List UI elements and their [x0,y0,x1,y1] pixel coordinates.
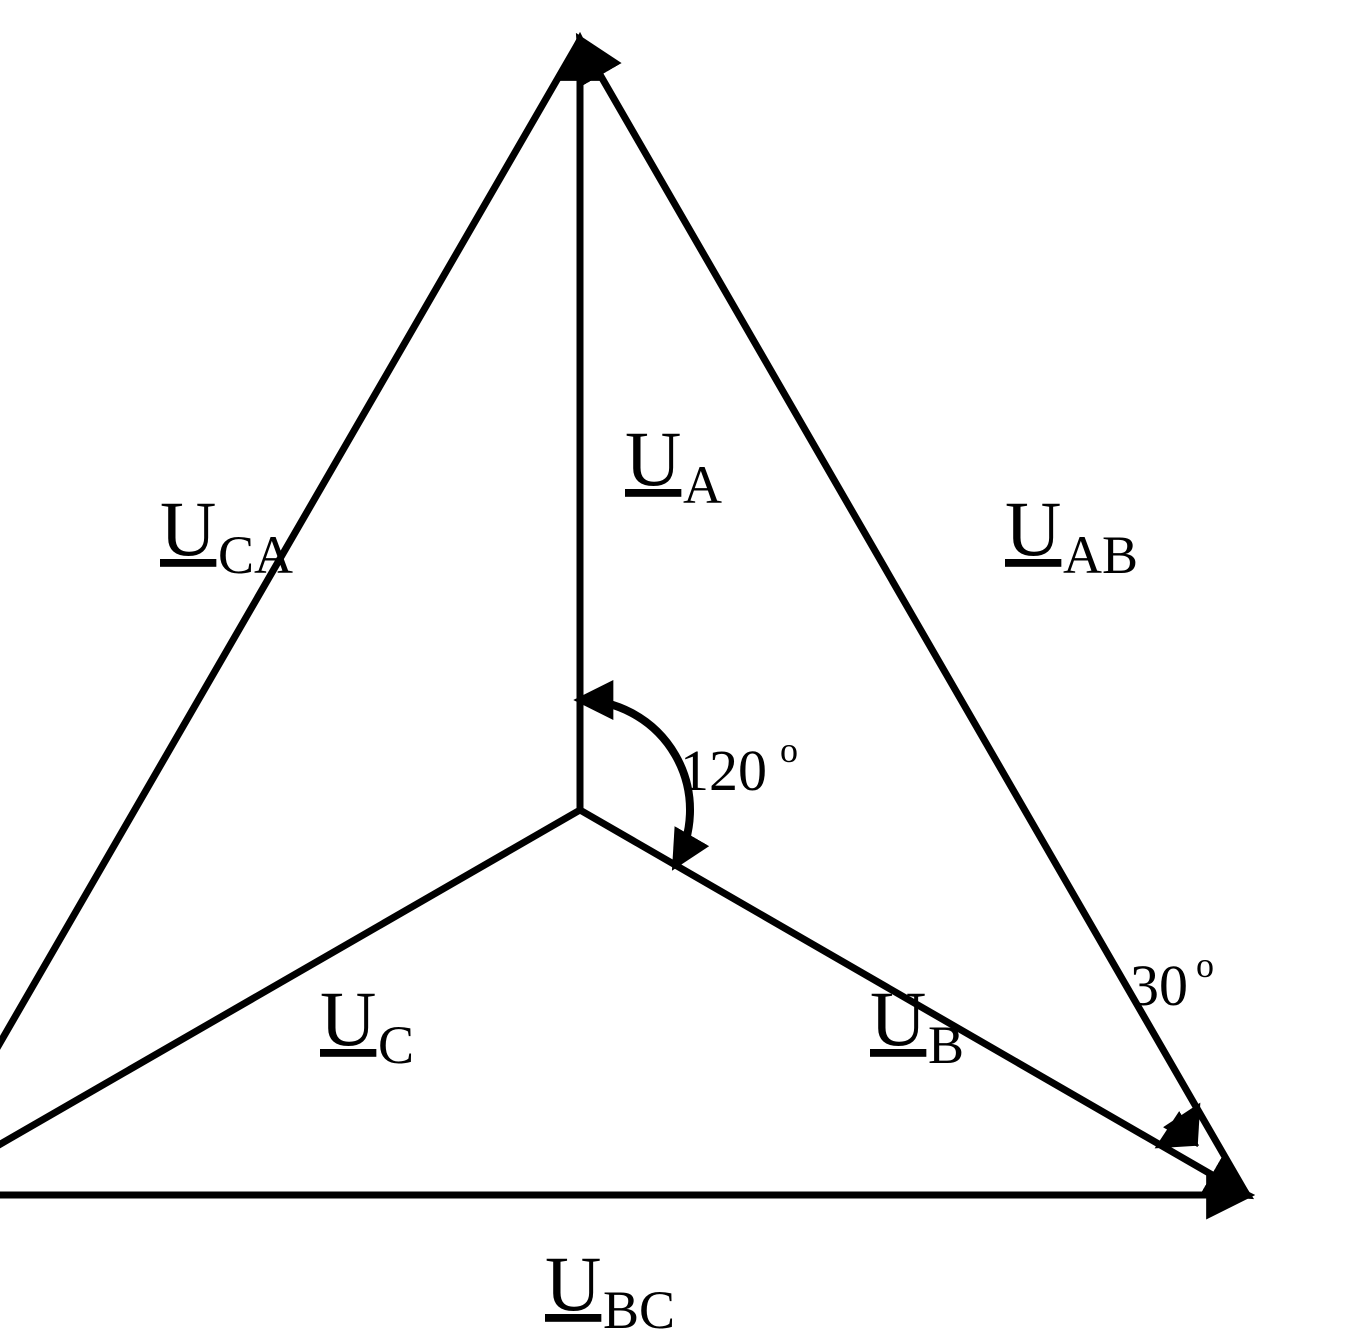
label-angle-30: 30 o [1130,945,1214,1018]
svg-text:BC: BC [603,1280,675,1336]
angle-arc-30 [1160,1108,1197,1145]
svg-text:U: U [1005,485,1061,572]
svg-text:AB: AB [1063,525,1138,585]
svg-text:o: o [780,730,798,770]
label-uca: U CA [160,485,293,585]
svg-text:U: U [160,485,216,572]
svg-text:U: U [870,975,926,1062]
svg-text:U: U [625,415,681,502]
svg-text:A: A [683,455,722,515]
phasor-uc [0,810,580,1195]
label-ua: U A [625,415,722,515]
svg-text:30: 30 [1130,953,1188,1018]
svg-text:B: B [928,1015,964,1075]
label-uc: U C [320,975,414,1075]
svg-text:CA: CA [218,525,293,585]
svg-text:o: o [1196,945,1214,985]
svg-text:U: U [320,975,376,1062]
label-ub: U B [870,975,964,1075]
label-uab: U AB [1005,485,1138,585]
label-angle-120: 120 o [680,730,798,803]
phasor-uca [0,40,580,1195]
label-ubc: U BC [545,1240,675,1336]
svg-text:U: U [545,1240,601,1327]
svg-text:120: 120 [680,738,767,803]
svg-text:C: C [378,1015,414,1075]
